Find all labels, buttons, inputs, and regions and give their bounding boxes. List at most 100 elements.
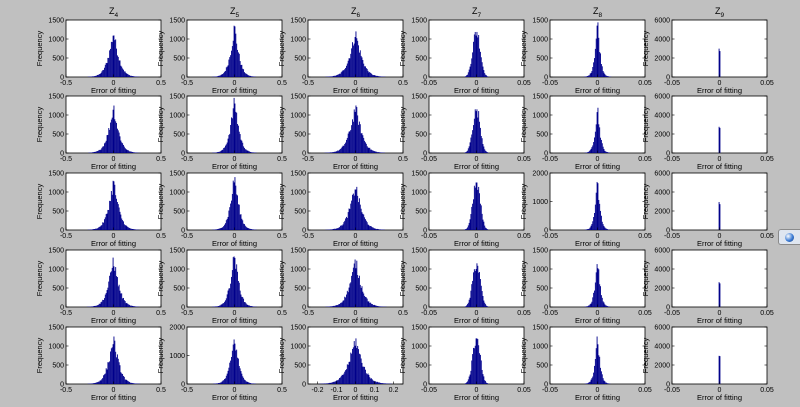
x-tick-label: -0.05 xyxy=(421,80,437,87)
y-tick-label: 500 xyxy=(294,362,306,369)
histogram-bar xyxy=(332,229,334,230)
histogram-bar xyxy=(244,147,245,153)
histogram-bar xyxy=(110,122,111,153)
histogram-bar xyxy=(240,139,242,153)
histogram-bar xyxy=(329,229,331,230)
histogram-bar xyxy=(367,147,369,153)
histogram-bar xyxy=(607,152,608,153)
histogram-bar xyxy=(252,229,254,230)
histogram-bar xyxy=(122,143,124,153)
y-tick-label: 0 xyxy=(302,381,306,388)
histogram-bar xyxy=(468,299,470,307)
y-tick-label: 2000 xyxy=(654,131,670,138)
y-tick-label: 1000 xyxy=(48,112,64,119)
y-tick-label: 1500 xyxy=(48,93,64,100)
histogram-bar xyxy=(111,194,113,230)
histogram-bar xyxy=(472,130,474,153)
histogram-bar xyxy=(363,214,365,230)
histogram-bar xyxy=(99,226,101,230)
histogram-bar xyxy=(380,76,382,77)
histogram-bar xyxy=(371,304,373,307)
histogram-bar xyxy=(371,378,372,384)
histogram-bar xyxy=(360,287,362,307)
histogram-bar xyxy=(330,382,332,384)
x-axis-label: Error of fitting xyxy=(212,86,257,95)
histogram-bar xyxy=(234,26,236,78)
x-tick-label: 0.05 xyxy=(760,80,774,87)
x-tick-label: -0.05 xyxy=(542,233,558,240)
x-axis-label: Error of fitting xyxy=(454,239,499,248)
histogram-bar xyxy=(357,195,359,230)
histogram-bar xyxy=(341,71,343,77)
histogram-bar xyxy=(465,383,467,384)
y-tick-label: 1500 xyxy=(532,17,548,24)
histogram-bar xyxy=(467,304,468,307)
x-axis-label: Error of fitting xyxy=(575,316,620,325)
histogram-bar xyxy=(218,228,219,230)
histogram-bar xyxy=(366,374,368,384)
histogram-bar xyxy=(469,297,471,307)
histogram-bar xyxy=(348,287,350,307)
histogram-bar xyxy=(123,69,124,77)
histogram-bar xyxy=(331,152,333,153)
x-axis-label: Error of fitting xyxy=(333,239,378,248)
x-axis-label: Error of fitting xyxy=(91,162,136,171)
y-tick-label: 1000 xyxy=(48,189,64,196)
histogram-bar xyxy=(131,151,133,153)
y-tick-label: 1500 xyxy=(290,93,306,100)
histogram-bar xyxy=(330,306,332,307)
y-tick-label: 500 xyxy=(415,55,427,62)
histogram-bar xyxy=(373,304,375,307)
histogram-bar xyxy=(352,121,354,153)
y-tick-label: 1500 xyxy=(290,170,306,177)
x-tick-label: 0.05 xyxy=(760,310,774,317)
histogram-bar xyxy=(243,69,245,77)
histogram-bar xyxy=(102,378,104,384)
histogram-bar xyxy=(605,228,607,230)
histogram-bar xyxy=(106,290,108,307)
histogram-bar xyxy=(332,152,334,153)
histogram-bar xyxy=(331,229,333,230)
histogram-bar xyxy=(599,127,601,153)
histogram-bar xyxy=(103,69,105,77)
y-tick-label: 500 xyxy=(52,208,64,215)
histogram-bar xyxy=(113,181,115,230)
histogram-bar xyxy=(239,134,241,153)
histogram-bar xyxy=(249,382,251,384)
histogram-bar xyxy=(131,382,133,384)
histogram-bar xyxy=(93,229,95,230)
y-tick-label: 0 xyxy=(544,74,548,81)
histogram-bar xyxy=(381,383,383,384)
histogram-bar xyxy=(248,151,250,153)
histogram-bar xyxy=(122,220,124,230)
histogram-bar xyxy=(333,75,334,77)
side-floating-widget[interactable] xyxy=(778,229,800,245)
histogram-bar xyxy=(486,75,487,77)
histogram-bar xyxy=(330,229,332,230)
histogram-bar xyxy=(103,375,105,384)
histogram-bar xyxy=(113,336,115,384)
histogram-bar xyxy=(103,146,105,153)
histogram-bar xyxy=(246,304,248,307)
histogram-bar xyxy=(96,228,98,230)
histogram-bar xyxy=(116,122,117,153)
histogram-bar xyxy=(245,303,247,307)
histogram-bar xyxy=(362,366,364,384)
histogram-bar xyxy=(240,294,242,307)
y-tick-label: 0 xyxy=(423,150,427,157)
y-tick-label: 0 xyxy=(423,304,427,311)
histogram-bar xyxy=(121,218,123,230)
histogram-bar xyxy=(123,300,125,307)
histogram-bar xyxy=(369,71,371,77)
histogram-bar xyxy=(234,103,236,153)
histogram-bar xyxy=(588,228,589,230)
histogram-bar xyxy=(351,275,353,307)
histogram-bar xyxy=(587,383,589,384)
x-axis-label: Error of fitting xyxy=(697,393,742,402)
histogram-bar xyxy=(244,379,245,384)
histogram-bar xyxy=(94,382,96,384)
histogram-bar xyxy=(114,119,116,153)
x-tick-label: 0.5 xyxy=(398,156,408,163)
y-tick-label: 1000 xyxy=(169,36,185,43)
